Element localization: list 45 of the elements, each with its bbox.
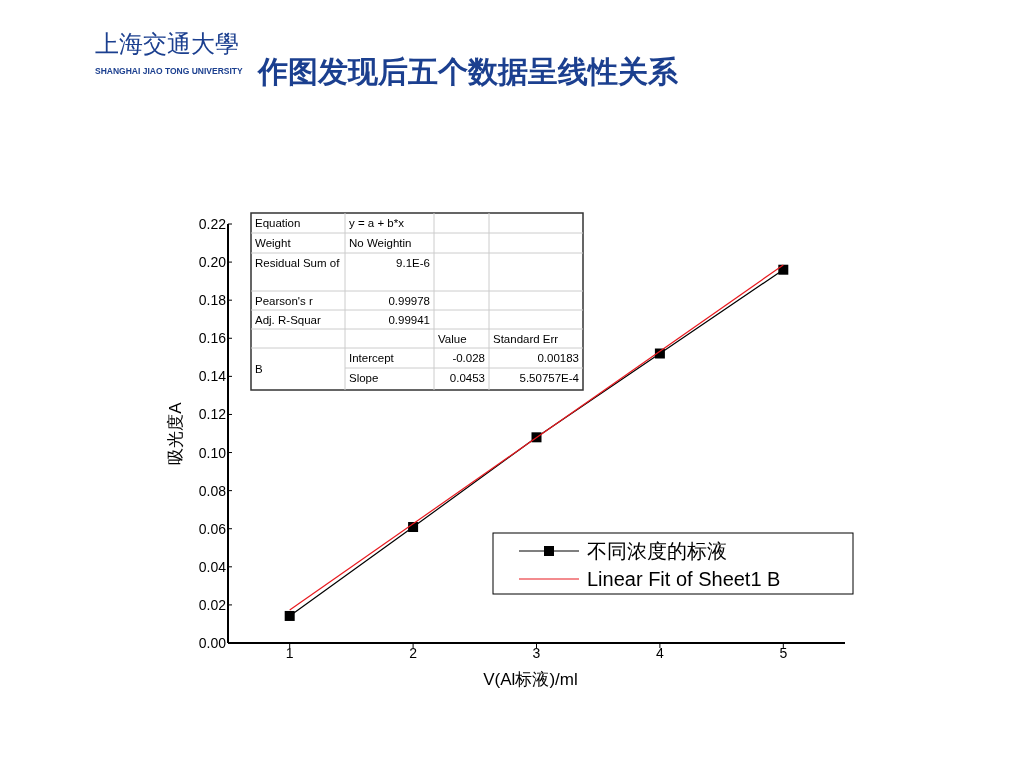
x-axis-title: V(Al标液)/ml [483,670,578,689]
annotation: Slope [349,372,379,384]
x-tick-label: 1 [285,645,294,661]
y-tick-label: 0.12 [198,406,227,423]
legend-label: 不同浓度的标液 [587,540,727,562]
y-tick-label: 0.10 [198,444,227,461]
annotation: Weight [255,237,292,249]
text: 上海交通大學 [95,30,239,58]
annotation: -0.028 [452,352,485,364]
text: SHANGHAI JIAO TONG UNIVERSITY [95,66,243,76]
x-tick-label: 2 [409,645,418,661]
annotation: Intercept [349,352,395,364]
y-axis-title: 吸光度A [166,401,185,465]
y-tick-label: 0.22 [198,216,227,232]
y-tick-label: 0.06 [198,520,227,537]
x-tick-label: 3 [532,645,541,661]
y-tick-label: 0.00 [198,635,227,651]
chart-title: 作图发现后五个数据呈线性关系 [256,55,679,88]
annotation: 0.99941 [388,314,430,326]
annotation: Value [438,333,467,345]
annotation: Adj. R-Squar [255,314,321,326]
annotation: Residual Sum of [255,257,341,269]
point [284,610,295,621]
annotation: Standard Err [493,333,559,345]
annotation: Equation [255,217,301,229]
y-tick-label: 0.04 [198,558,227,575]
annotation: 0.00183 [537,352,579,364]
y-tick-label: 0.08 [198,482,227,499]
x-tick-label: 4 [656,645,664,661]
x-tick-label: 5 [779,645,788,661]
annotation: 9.1E-6 [396,257,430,269]
annotation: 0.99978 [388,295,430,307]
annotation: 5.50757E-4 [519,372,580,384]
annotation: y = a + b*x [349,217,405,229]
annotation: Pearson's r [255,295,313,307]
y-tick-label: 0.02 [198,596,227,613]
y-tick-label: 0.20 [198,254,227,271]
annotation: B [255,363,263,375]
annotation: No Weightin [349,237,412,249]
point [778,264,789,275]
y-tick-label: 0.18 [198,292,227,309]
annotation: 0.0453 [449,372,485,384]
y-tick-label: 0.14 [198,368,227,385]
legend-label: Linear Fit of Sheet1 B [587,568,781,590]
y-tick-label: 0.16 [198,330,227,347]
